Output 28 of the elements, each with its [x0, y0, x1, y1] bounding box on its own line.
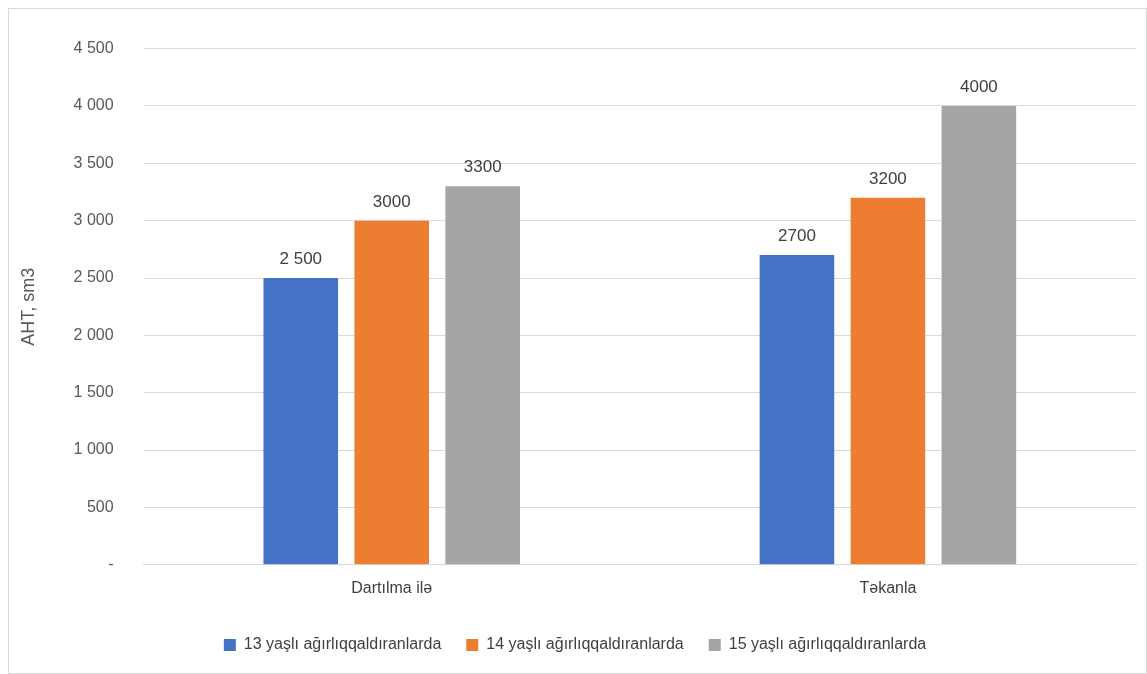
data-label: 3000	[372, 191, 411, 211]
data-label: 2700	[778, 226, 816, 246]
y-tick-label: 2 500	[73, 268, 114, 286]
y-tick-label: 4 500	[73, 39, 114, 57]
data-label: 4000	[959, 77, 998, 97]
bar	[263, 278, 339, 565]
bar	[759, 255, 835, 565]
y-tick-label: -	[108, 555, 114, 573]
bar	[941, 105, 1017, 565]
legend-label: 13 yaşlı ağırlıqqaldıranlarda	[243, 635, 442, 653]
bar	[354, 220, 430, 565]
y-tick-label: 500	[86, 497, 114, 515]
y-axis-title: AHT, sm3	[17, 267, 38, 346]
data-label: 3200	[869, 168, 907, 188]
bar	[850, 197, 926, 565]
x-tick-label: Təkanla	[859, 578, 917, 596]
legend-label: 14 yaşlı ağırlıqqaldıranlarda	[486, 635, 684, 653]
x-tick-label: Dartılma ilə	[351, 578, 433, 596]
legend-label: 15 yaşlı ağırlıqqaldıranlarda	[728, 635, 927, 653]
bar	[445, 186, 520, 565]
y-tick-label: 2 000	[73, 325, 114, 343]
y-tick-label: 1 000	[73, 440, 114, 458]
y-tick-label: 1 500	[73, 383, 114, 401]
y-tick-label: 3 000	[73, 211, 114, 229]
y-tick-label: 4 000	[73, 96, 114, 114]
y-tick-label: 3 500	[73, 153, 114, 171]
data-label: 2 500	[279, 249, 323, 269]
data-label: 3300	[463, 157, 502, 177]
